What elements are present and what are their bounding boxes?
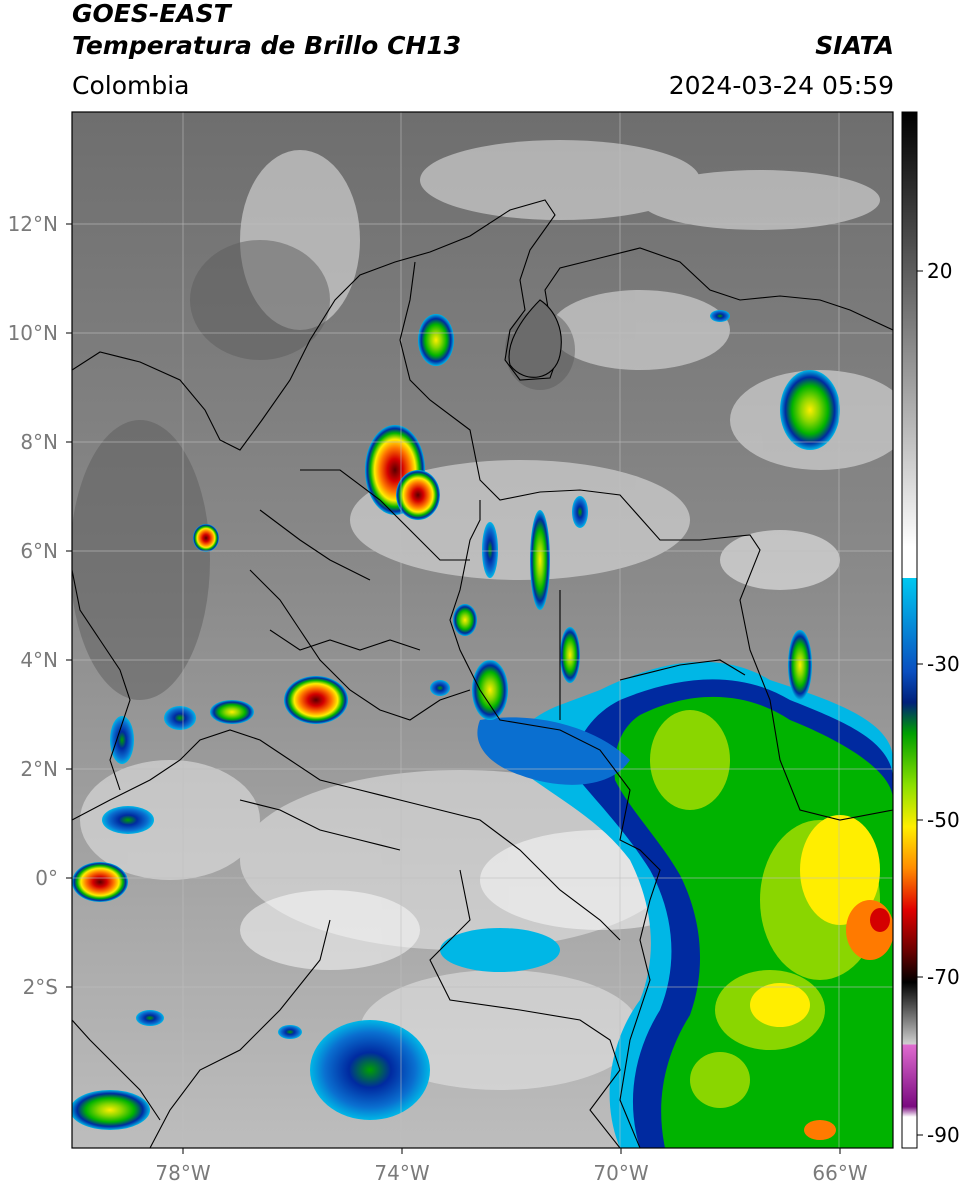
lon-tick-label: 70°W: [593, 1161, 648, 1185]
product-title: Temperatura de Brillo CH13: [72, 31, 462, 60]
lon-tick-label: 66°W: [812, 1161, 867, 1185]
lat-tick-label: 2°S: [23, 975, 58, 999]
region-label: Colombia: [72, 71, 190, 100]
lat-tick-label: 0°: [35, 866, 58, 890]
lat-tick-label: 2°N: [20, 757, 58, 781]
colorbar-tick-label: -30: [927, 652, 960, 676]
timestamp-label: 2024-03-24 05:59: [668, 71, 894, 100]
organization-label: SIATA: [815, 31, 894, 60]
lat-tick-label: 6°N: [20, 539, 58, 563]
lon-tick-label: 78°W: [155, 1161, 210, 1185]
colorbar-tick-label: -90: [927, 1123, 960, 1147]
gridlines: [72, 112, 893, 1148]
storm-cells: [72, 310, 840, 1039]
satellite-title: GOES-EAST: [72, 0, 231, 28]
colorbar: 20 -30 -50 -70 -90: [901, 111, 960, 1149]
lon-tick-label: 74°W: [374, 1161, 429, 1185]
colorbar-ticks: 20 -30 -50 -70 -90: [917, 259, 960, 1147]
colorbar-gradient: [901, 111, 918, 1149]
colorbar-tick-label: -50: [927, 808, 960, 832]
latitude-axis: 12°N 10°N 8°N 6°N 4°N 2°N 0° 2°S: [8, 212, 72, 999]
map-frame: [71, 111, 894, 1149]
lat-tick-label: 4°N: [20, 648, 58, 672]
borders: [72, 199, 893, 1148]
convective-band-east: [72, 717, 630, 1130]
lat-tick-label: 8°N: [20, 430, 58, 454]
imagery-layer: [72, 112, 893, 1148]
colorbar-tick-label: -70: [927, 965, 960, 989]
lat-tick-label: 12°N: [8, 212, 58, 236]
convective-complex-southeast: [512, 661, 893, 1148]
longitude-axis: 78°W 74°W 70°W 66°W: [155, 1148, 868, 1185]
lat-tick-label: 10°N: [8, 321, 58, 345]
colorbar-tick-label: 20: [927, 259, 952, 283]
